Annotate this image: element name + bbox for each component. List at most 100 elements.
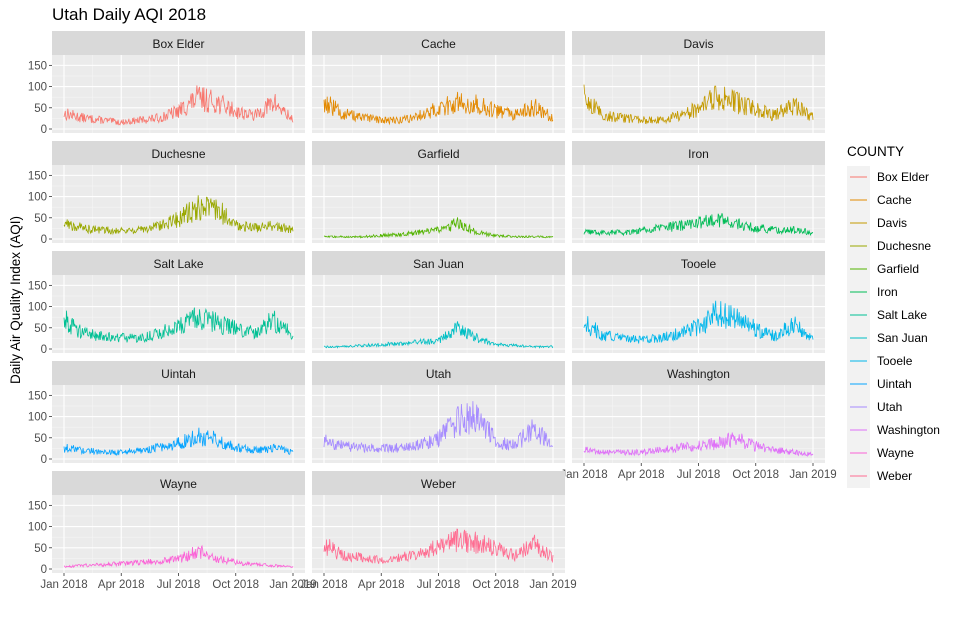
strip-label-box-elder: Box Elder: [152, 37, 204, 51]
strip-label-cache: Cache: [421, 37, 456, 51]
series-line-cache: [323, 91, 554, 126]
panel-salt-lake: Salt Lake 0 50 100 150: [28, 251, 305, 356]
legend-label-utah: Utah: [877, 400, 902, 414]
y-tick-label: 100: [28, 82, 47, 94]
y-tick-label: 150: [28, 390, 47, 402]
strip-label-san-juan: San Juan: [413, 257, 464, 271]
x-tick-label: Jan 2018: [40, 579, 87, 591]
strip-davis: [572, 31, 825, 55]
series-line-wayne: [63, 544, 294, 569]
strip-tooele: [572, 251, 825, 275]
x-tick-label: Jul 2018: [157, 579, 200, 591]
y-tick-label: 50: [34, 323, 47, 335]
strip-label-weber: Weber: [421, 477, 456, 491]
y-tick-label: 100: [28, 412, 47, 424]
y-tick-label: 150: [28, 170, 47, 182]
strip-label-uintah: Uintah: [161, 367, 196, 381]
legend-label-garfield: Garfield: [877, 262, 919, 276]
y-axis-title: Daily Air Quality Index (AQI): [8, 216, 23, 384]
panel-washington: Washington Jan 2018 Apr 2018 Jul 2018 Oct 20…: [560, 361, 837, 481]
legend-label-box-elder: Box Elder: [877, 170, 929, 184]
series-line-box-elder: [63, 85, 294, 126]
y-tick-label: 50: [34, 103, 47, 115]
x-tick-label: Oct 2018: [732, 469, 779, 481]
panel-cache: Cache: [312, 31, 565, 133]
y-tick-label: 0: [41, 454, 47, 466]
strip-cache: [312, 31, 565, 55]
legend-label-salt-lake: Salt Lake: [877, 308, 927, 322]
series-line-uintah: [63, 427, 294, 457]
strip-label-wayne: Wayne: [160, 477, 197, 491]
y-tick-label: 0: [41, 344, 47, 356]
strip-label-davis: Davis: [683, 37, 713, 51]
panel-wayne: Wayne 0 50 100 150 Jan 2018 Apr 2018 Jul 2018 Oc…: [28, 471, 317, 591]
strip-washington: [572, 361, 825, 385]
strip-label-salt-lake: Salt Lake: [153, 257, 203, 271]
series-line-duchesne: [63, 195, 294, 236]
series-line-salt-lake: [63, 307, 294, 344]
series-line-davis: [583, 84, 814, 125]
x-tick-label: Apr 2018: [358, 579, 405, 591]
strip-label-washington: Washington: [667, 367, 730, 381]
legend-label-weber: Weber: [877, 469, 912, 483]
strip-uintah: [52, 361, 305, 385]
x-tick-label: Jan 2018: [300, 579, 347, 591]
strip-label-iron: Iron: [688, 147, 709, 161]
series-line-utah: [323, 401, 554, 454]
y-tick-label: 100: [28, 192, 47, 204]
strip-weber: [312, 471, 565, 495]
strip-san-juan: [312, 251, 565, 275]
y-tick-label: 0: [41, 124, 47, 136]
legend-label-uintah: Uintah: [877, 377, 912, 391]
y-tick-label: 150: [28, 500, 47, 512]
y-tick-label: 100: [28, 522, 47, 534]
panel-box-elder: Box Elder 0 50 100 150: [28, 31, 305, 136]
legend-label-wayne: Wayne: [877, 446, 914, 460]
legend-label-davis: Davis: [877, 216, 907, 230]
strip-label-utah: Utah: [426, 367, 451, 381]
x-tick-label: Apr 2018: [618, 469, 665, 481]
legend-label-iron: Iron: [877, 285, 898, 299]
x-tick-label: Apr 2018: [98, 579, 145, 591]
legend-label-cache: Cache: [877, 193, 912, 207]
y-tick-label: 100: [28, 302, 47, 314]
strip-utah: [312, 361, 565, 385]
strip-garfield: [312, 141, 565, 165]
legend-title: COUNTY: [847, 144, 904, 159]
panel-davis: Davis: [572, 31, 825, 133]
y-tick-label: 150: [28, 280, 47, 292]
strip-label-garfield: Garfield: [417, 147, 459, 161]
series-line-washington: [583, 432, 814, 458]
strip-salt-lake: [52, 251, 305, 275]
panel-garfield: Garfield: [312, 141, 565, 243]
y-tick-label: 50: [34, 543, 47, 555]
panel-san-juan: San Juan: [312, 251, 565, 353]
panel-weber: Weber Jan 2018 Apr 2018 Jul 2018 Oct 2018 Jan…: [300, 471, 577, 591]
series-line-iron: [583, 213, 814, 237]
panel-duchesne: Duchesne 0 50 100 150: [28, 141, 305, 246]
x-tick-label: Jan 2018: [560, 469, 607, 481]
panel-tooele: Tooele: [572, 251, 825, 353]
y-tick-label: 50: [34, 433, 47, 445]
x-tick-label: Jul 2018: [417, 579, 460, 591]
series-line-weber: [323, 528, 554, 564]
strip-label-duchesne: Duchesne: [151, 147, 205, 161]
legend-label-san-juan: San Juan: [877, 331, 928, 345]
legend-label-washington: Washington: [877, 423, 940, 437]
strip-box-elder: [52, 31, 305, 55]
x-tick-label: Jul 2018: [677, 469, 720, 481]
strip-wayne: [52, 471, 305, 495]
series-line-garfield: [323, 217, 554, 239]
x-tick-label: Oct 2018: [472, 579, 519, 591]
y-tick-label: 150: [28, 60, 47, 72]
legend-label-tooele: Tooele: [877, 354, 913, 368]
x-tick-label: Jan 2019: [269, 579, 316, 591]
y-tick-label: 50: [34, 213, 47, 225]
series-line-tooele: [583, 300, 814, 344]
legend-label-duchesne: Duchesne: [877, 239, 931, 253]
panel-iron: Iron: [572, 141, 825, 243]
x-tick-label: Oct 2018: [212, 579, 259, 591]
x-tick-label: Jan 2019: [529, 579, 576, 591]
panel-uintah: Uintah 0 50 100 150: [28, 361, 305, 466]
